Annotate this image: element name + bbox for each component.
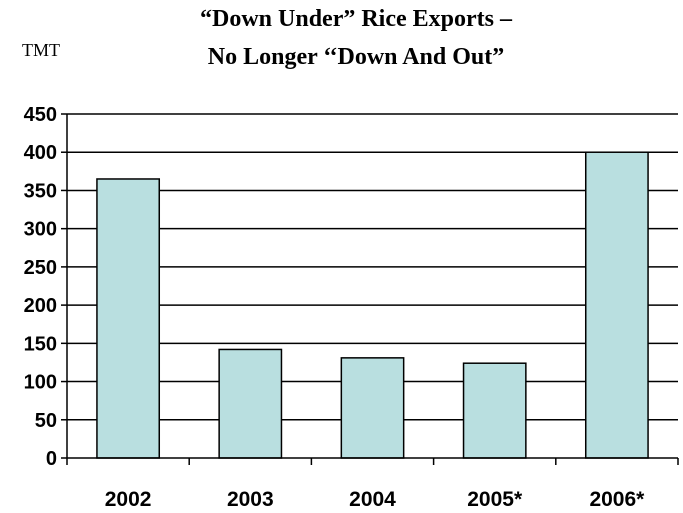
y-axis-unit-label: TMT [22, 40, 60, 60]
y-tick-label: 200 [24, 295, 57, 317]
axes [61, 113, 679, 465]
x-tick-label: 2003 [227, 488, 274, 511]
y-tick-label: 50 [35, 410, 57, 432]
x-tick-label: 2006* [589, 488, 645, 511]
chart-title-line-2: No Longer ‘‘Down And Out” [208, 44, 504, 70]
y-tick-label: 0 [46, 448, 57, 470]
chart-title-line-1: “Down Under” Rice Exports – [200, 6, 513, 32]
x-tick-label: 2002 [105, 488, 152, 511]
bar-2003 [218, 348, 283, 459]
y-tick-label: 450 [24, 104, 57, 126]
bar-2005* [462, 362, 527, 459]
x-tick-labels: 2002 2003 2004 2005* 2006* [105, 488, 645, 511]
x-tick-label: 2004 [349, 488, 396, 511]
y-tick-label: 300 [24, 219, 57, 241]
x-tick-label: 2005* [467, 488, 523, 511]
y-tick-label: 400 [24, 142, 57, 164]
bar-2002 [96, 178, 161, 459]
bar-2004 [340, 357, 405, 459]
bar-2006* [584, 151, 649, 459]
y-tick-label: 250 [24, 257, 57, 279]
y-tick-label: 150 [24, 333, 57, 355]
y-tick-labels: 0 50 100 150 200 250 300 350 400 450 [24, 104, 57, 470]
y-tick-label: 100 [24, 372, 57, 394]
gridlines [67, 113, 678, 421]
y-tick-label: 350 [24, 180, 57, 202]
bars [96, 151, 649, 459]
